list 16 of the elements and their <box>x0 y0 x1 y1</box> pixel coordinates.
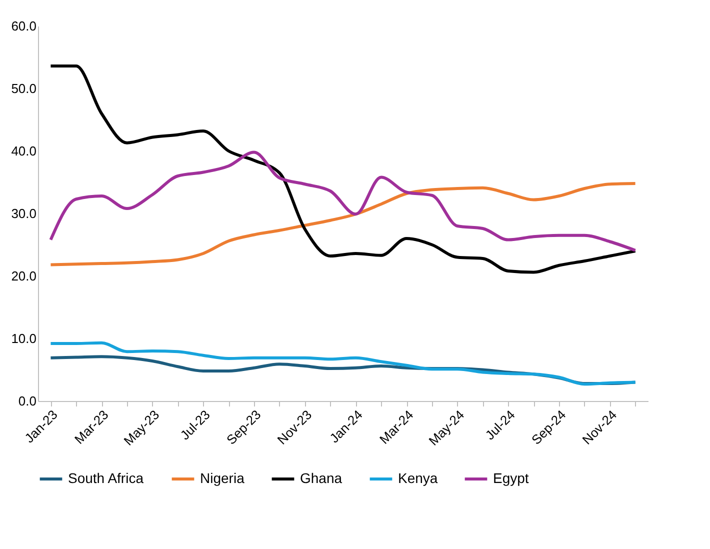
y-tick-label: 20.0 <box>11 268 36 284</box>
y-tick-label: 50.0 <box>11 81 36 96</box>
y-tick-label: 10.0 <box>11 331 36 346</box>
y-tick-label: 40.0 <box>11 144 36 158</box>
legend-label: Ghana <box>300 470 342 486</box>
legend-label: Egypt <box>493 470 529 486</box>
line-series <box>49 341 637 386</box>
legend-label: Kenya <box>398 470 438 486</box>
line-series <box>49 182 637 266</box>
line-series <box>49 64 637 274</box>
line-series <box>49 150 637 252</box>
y-tick-label: 0.0 <box>18 394 36 408</box>
y-tick-label: 30.0 <box>11 206 36 221</box>
legend-label: South Africa <box>68 470 144 486</box>
y-tick-label: 60.0 <box>11 18 36 34</box>
legend-label: Nigeria <box>200 470 245 486</box>
